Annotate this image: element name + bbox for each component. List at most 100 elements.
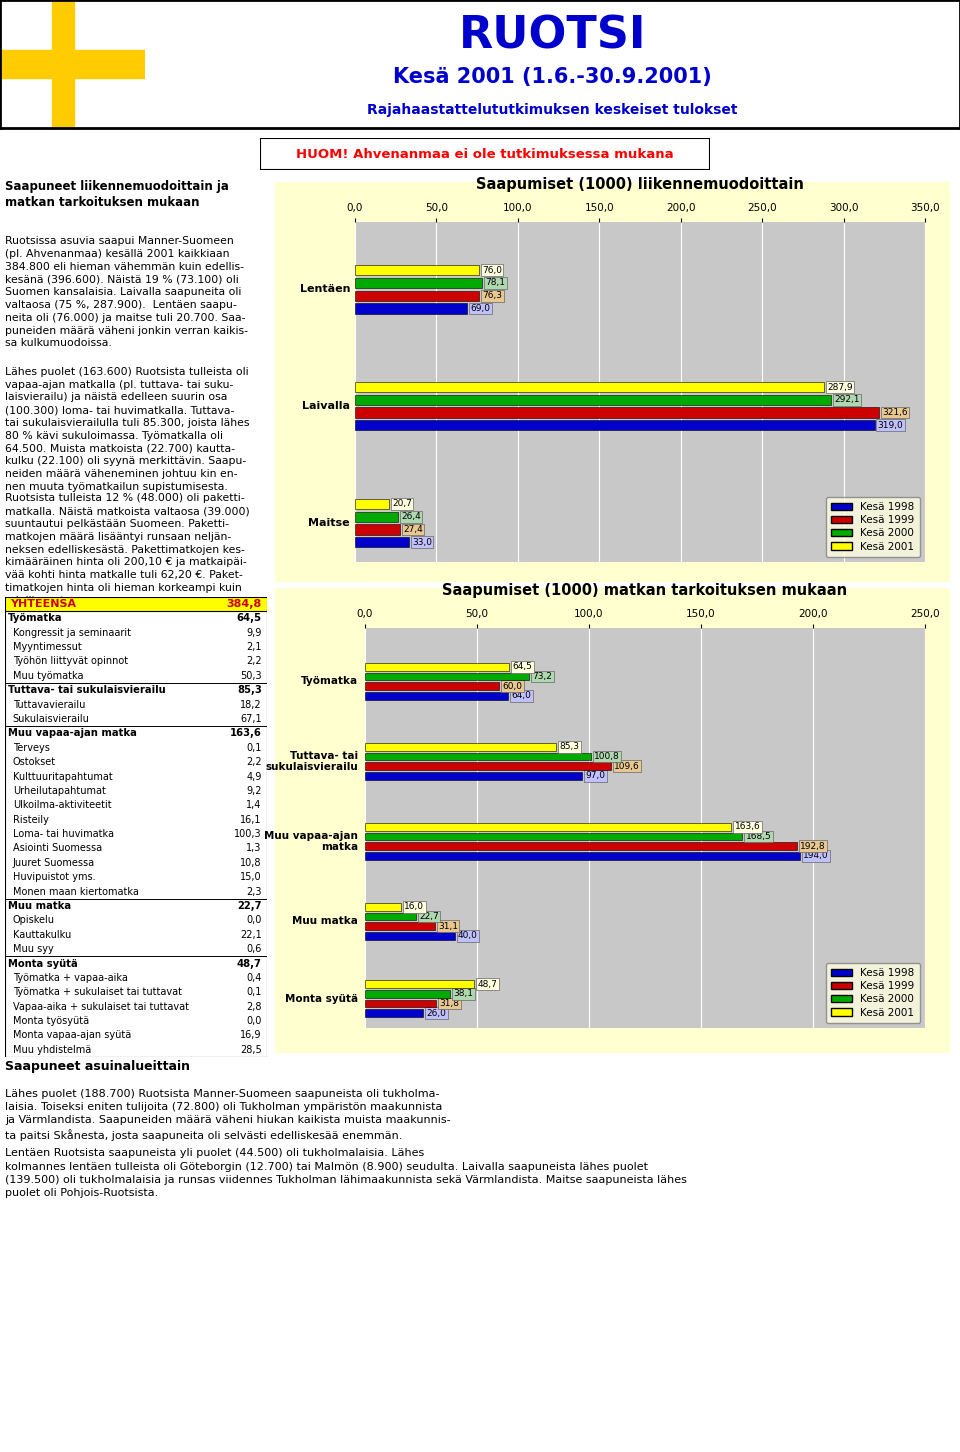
Text: 40,0: 40,0 <box>458 931 478 941</box>
Text: 2,8: 2,8 <box>247 1002 262 1012</box>
Text: 0,4: 0,4 <box>247 973 262 983</box>
Bar <box>355 382 824 392</box>
Text: Ruotsista tulleista 12 % (48.000) oli paketti-
matkalla. Näistä matkoista valtao: Ruotsista tulleista 12 % (48.000) oli pa… <box>5 494 250 605</box>
Bar <box>355 408 878 418</box>
Text: 64,0: 64,0 <box>512 691 532 700</box>
Text: 10,8: 10,8 <box>240 858 262 868</box>
Text: 64,5: 64,5 <box>237 613 262 623</box>
Text: 16,1: 16,1 <box>240 815 262 825</box>
Title: Saapumiset (1000) liikennemuodoittain: Saapumiset (1000) liikennemuodoittain <box>476 177 804 192</box>
Legend: Kesä 1998, Kesä 1999, Kesä 2000, Kesä 2001: Kesä 1998, Kesä 1999, Kesä 2000, Kesä 20… <box>826 497 920 556</box>
Text: Tuttavavierailu: Tuttavavierailu <box>12 700 85 710</box>
Text: 48,7: 48,7 <box>237 958 262 968</box>
Bar <box>365 743 556 751</box>
Text: 73,2: 73,2 <box>533 672 552 681</box>
Bar <box>5 597 267 611</box>
Bar <box>365 772 583 780</box>
Text: 292,1: 292,1 <box>834 395 859 404</box>
Text: 4,9: 4,9 <box>247 771 262 781</box>
Bar <box>365 752 590 761</box>
Text: Vapaa-aika + sukulaiset tai tuttavat: Vapaa-aika + sukulaiset tai tuttavat <box>12 1002 189 1012</box>
Text: Muu vapaa-ajan
matka: Muu vapaa-ajan matka <box>264 831 358 852</box>
Text: 33,0: 33,0 <box>412 537 432 546</box>
Text: Monen maan kiertomatka: Monen maan kiertomatka <box>12 887 139 896</box>
Text: Tuttava- tai
sukulaisvierailu: Tuttava- tai sukulaisvierailu <box>266 751 358 772</box>
Text: 22,1: 22,1 <box>240 929 262 939</box>
Text: 31,1: 31,1 <box>438 922 458 931</box>
Text: 26,4: 26,4 <box>401 513 421 521</box>
Text: Risteily: Risteily <box>12 815 49 825</box>
Text: Loma- tai huvimatka: Loma- tai huvimatka <box>12 829 114 839</box>
Bar <box>365 664 510 671</box>
Text: 16,0: 16,0 <box>404 903 424 912</box>
Text: Ruotsissa asuvia saapui Manner-Suomeen
(pl. Ahvenanmaa) kesällä 2001 kaikkiaan
3: Ruotsissa asuvia saapui Manner-Suomeen (… <box>5 237 248 348</box>
Text: 78,1: 78,1 <box>486 279 506 287</box>
Text: 15,0: 15,0 <box>240 873 262 883</box>
Bar <box>365 980 474 989</box>
Text: Maitse: Maitse <box>308 518 350 529</box>
Text: Terveys: Terveys <box>12 743 50 752</box>
Text: Työmatka + sukulaiset tai tuttavat: Työmatka + sukulaiset tai tuttavat <box>12 987 181 998</box>
Text: 9,9: 9,9 <box>247 627 262 637</box>
Text: Kulttuuritapahtumat: Kulttuuritapahtumat <box>12 771 112 781</box>
Text: Laivalla: Laivalla <box>302 401 350 411</box>
Bar <box>355 499 389 510</box>
Bar <box>365 1009 423 1016</box>
Bar <box>355 266 479 276</box>
Text: 192,8: 192,8 <box>801 842 826 851</box>
Text: 48,7: 48,7 <box>477 980 497 989</box>
Text: Tuttava- tai sukulaisvierailu: Tuttava- tai sukulaisvierailu <box>8 685 165 696</box>
Bar <box>365 682 499 690</box>
Text: Kauttakulku: Kauttakulku <box>12 929 71 939</box>
Bar <box>365 903 401 910</box>
Bar <box>355 420 875 430</box>
Text: 0,1: 0,1 <box>247 987 262 998</box>
FancyBboxPatch shape <box>268 584 957 1057</box>
Text: 76,0: 76,0 <box>482 266 502 274</box>
Text: 38,1: 38,1 <box>454 989 473 999</box>
Text: Saapuneet asuinalueittain: Saapuneet asuinalueittain <box>5 1060 190 1073</box>
Text: 1,4: 1,4 <box>247 800 262 810</box>
Bar <box>355 290 479 301</box>
Bar <box>365 990 450 998</box>
Text: Saapuneet liikennemuodoittain ja
matkan tarkoituksen mukaan: Saapuneet liikennemuodoittain ja matkan … <box>5 180 228 209</box>
Text: Lähes puolet (163.600) Ruotsista tulleista oli
vapaa-ajan matkalla (pl. tuttava-: Lähes puolet (163.600) Ruotsista tulleis… <box>5 367 250 492</box>
Text: 163,6: 163,6 <box>229 729 262 739</box>
Text: Ulkoilma-aktiviteetit: Ulkoilma-aktiviteetit <box>12 800 111 810</box>
Bar <box>355 303 468 314</box>
Text: Lähes puolet (188.700) Ruotsista Manner-Suomeen saapuneista oli tukholma-
laisia: Lähes puolet (188.700) Ruotsista Manner-… <box>5 1089 450 1141</box>
Text: Monta syütä: Monta syütä <box>8 958 78 968</box>
Text: Lentäen: Lentäen <box>300 285 350 295</box>
Text: 31,8: 31,8 <box>440 999 460 1008</box>
Text: 22,7: 22,7 <box>237 902 262 910</box>
Bar <box>365 922 435 929</box>
Text: Huvipuistot yms.: Huvipuistot yms. <box>12 873 95 883</box>
Text: 60,0: 60,0 <box>503 681 523 691</box>
Bar <box>355 537 409 547</box>
Text: 2,3: 2,3 <box>247 887 262 896</box>
Text: 2,2: 2,2 <box>246 656 262 666</box>
Text: Myyntimessut: Myyntimessut <box>12 642 82 652</box>
Bar <box>365 932 455 939</box>
Bar <box>52 0 74 128</box>
Text: 76,3: 76,3 <box>483 292 502 301</box>
Bar <box>365 999 436 1008</box>
Text: 2,1: 2,1 <box>247 642 262 652</box>
Text: Muu yhdistelmä: Muu yhdistelmä <box>12 1045 91 1054</box>
Text: 85,3: 85,3 <box>237 685 262 696</box>
Bar <box>365 832 742 841</box>
Text: Monta vapaa-ajan syütä: Monta vapaa-ajan syütä <box>12 1031 132 1041</box>
Text: 85,3: 85,3 <box>560 742 580 752</box>
Text: 1,3: 1,3 <box>247 844 262 854</box>
Text: Kesä 2001 (1.6.-30.9.2001): Kesä 2001 (1.6.-30.9.2001) <box>394 67 712 87</box>
Text: 9,2: 9,2 <box>247 786 262 796</box>
Bar <box>355 277 482 287</box>
Text: Asiointi Suomessa: Asiointi Suomessa <box>12 844 102 854</box>
Bar <box>365 852 800 860</box>
Text: 97,0: 97,0 <box>586 771 606 780</box>
Text: 50,3: 50,3 <box>240 671 262 681</box>
Text: 319,0: 319,0 <box>877 421 903 430</box>
Text: Työmatka: Työmatka <box>301 677 358 687</box>
Text: 100,3: 100,3 <box>234 829 262 839</box>
Bar <box>365 762 611 770</box>
